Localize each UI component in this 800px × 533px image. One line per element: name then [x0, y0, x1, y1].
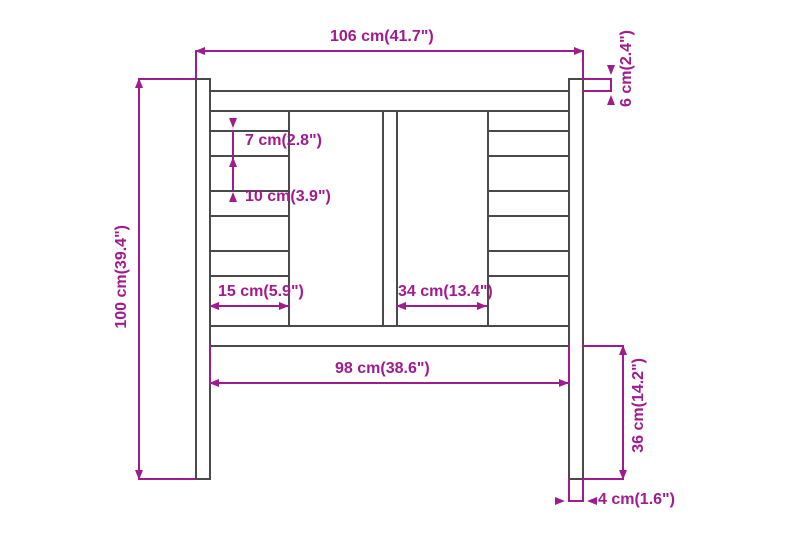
- dim-98cm: [209, 382, 569, 384]
- arrow: [607, 65, 615, 75]
- center-div-l: [382, 110, 384, 325]
- left-post-top: [195, 78, 211, 80]
- slat-l3t: [209, 250, 290, 252]
- dim-10cm: [232, 155, 234, 190]
- slat-r2t: [487, 190, 568, 192]
- ext: [568, 478, 570, 502]
- arrow: [279, 302, 289, 310]
- ext: [138, 78, 195, 80]
- dim-top-line: [195, 50, 584, 52]
- dim-36cm: [622, 345, 624, 480]
- ext: [582, 90, 612, 92]
- right-post-r: [582, 78, 584, 480]
- slat-r1b: [487, 155, 568, 157]
- bot-frame-b: [209, 345, 569, 347]
- slat-l1b: [209, 155, 290, 157]
- ext: [582, 478, 584, 502]
- slat-r1t: [487, 130, 568, 132]
- ext: [195, 50, 197, 78]
- label-bot-w: 98 cm(38.6"): [335, 360, 430, 378]
- slat-r2b: [487, 215, 568, 217]
- dim-15cm: [209, 305, 289, 307]
- arrow: [555, 497, 565, 505]
- label-right-top: 6 cm(2.4"): [618, 30, 636, 107]
- label-slat-w: 15 cm(5.9"): [218, 283, 304, 301]
- left-post-r: [209, 78, 211, 480]
- label-slat-h: 7 cm(2.8"): [245, 132, 322, 150]
- bot-frame: [209, 325, 569, 327]
- right-post: [568, 78, 570, 480]
- arrow: [229, 192, 237, 202]
- slat-l3b: [209, 275, 290, 277]
- label-leg-h: 36 cm(14.2"): [630, 358, 648, 453]
- ext: [582, 50, 584, 78]
- left-post: [195, 78, 197, 480]
- ext: [582, 478, 624, 480]
- label-panel-w: 34 cm(13.4"): [398, 283, 493, 301]
- ext: [582, 345, 624, 347]
- ext: [568, 345, 570, 385]
- top-frame-b: [209, 110, 569, 112]
- arrow: [477, 302, 487, 310]
- top-frame: [209, 90, 569, 92]
- ext: [138, 478, 195, 480]
- left-post-bot: [195, 478, 211, 480]
- label-height: 100 cm(39.4"): [113, 225, 131, 329]
- label-leg-d: 4 cm(1.6"): [598, 491, 675, 509]
- dim-7cm: [232, 130, 234, 155]
- arrow: [209, 302, 219, 310]
- ext: [209, 345, 211, 385]
- label-gap: 10 cm(3.9"): [245, 188, 331, 206]
- slat-l2b: [209, 215, 290, 217]
- label-top-width: 106 cm(41.7"): [330, 28, 434, 46]
- arrow: [587, 497, 597, 505]
- dim-100cm: [138, 78, 140, 480]
- ext: [582, 78, 612, 80]
- arrow: [607, 95, 615, 105]
- arrow: [229, 118, 237, 128]
- slat-r3b: [487, 275, 568, 277]
- arrow: [396, 302, 406, 310]
- dimension-diagram: 106 cm(41.7") 6 cm(2.4") 7 cm(2.8") 10 c…: [0, 0, 800, 533]
- slat-r3t: [487, 250, 568, 252]
- dim-34cm: [396, 305, 487, 307]
